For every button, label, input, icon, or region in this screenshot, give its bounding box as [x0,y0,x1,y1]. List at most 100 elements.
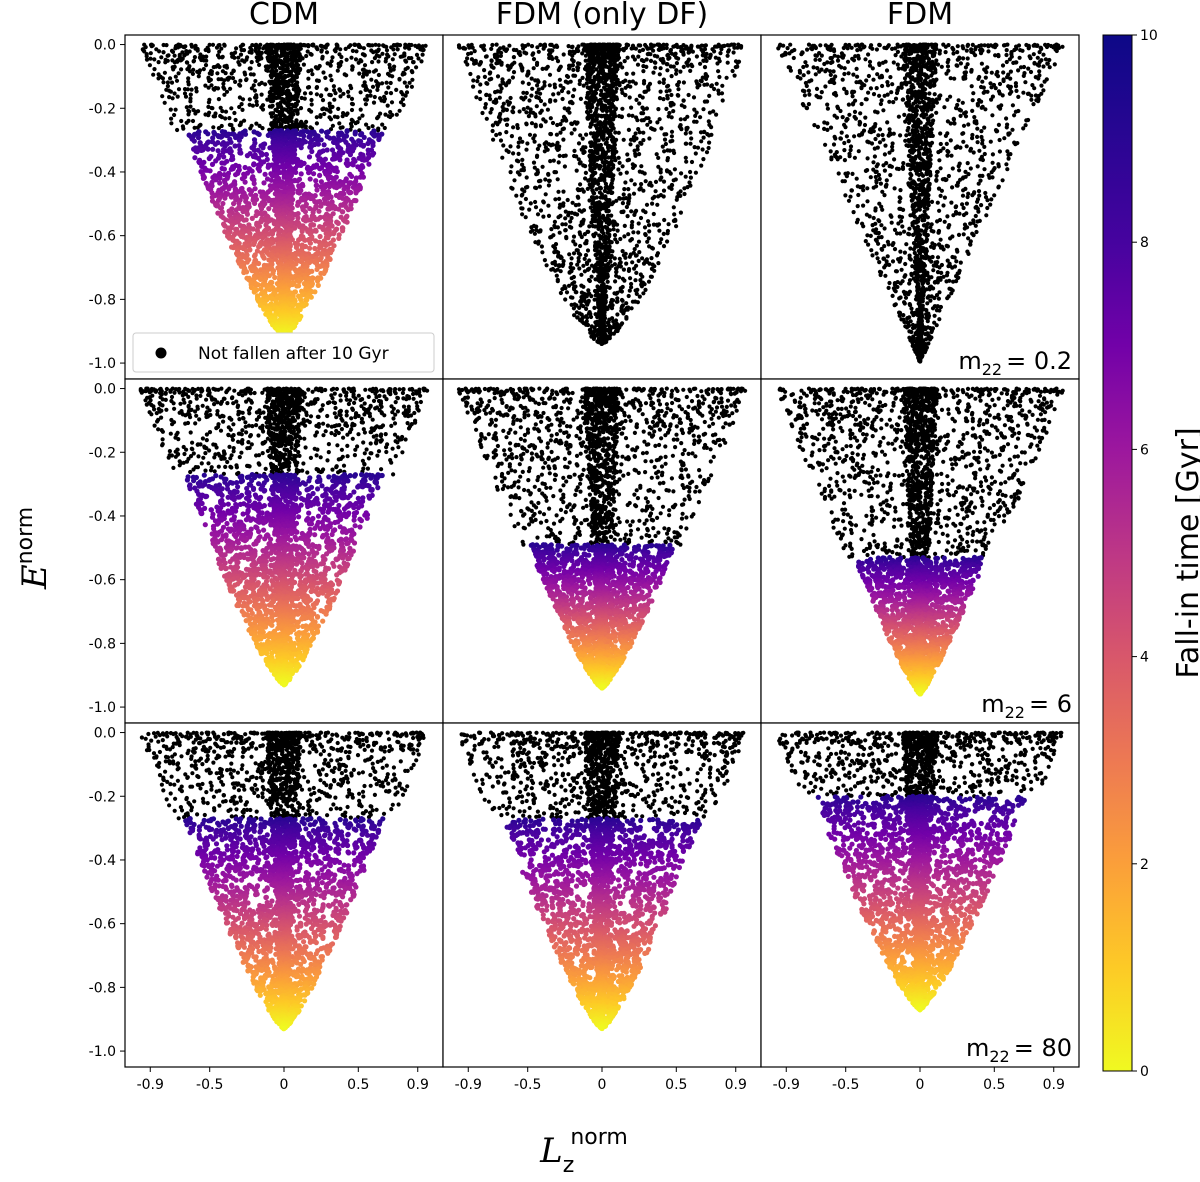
point-not-fallen [273,107,278,112]
point-not-fallen [232,110,237,116]
point-not-fallen [630,260,635,265]
point-not-fallen [639,118,644,123]
point-not-fallen [190,71,195,76]
point-not-fallen [661,188,667,193]
point-not-fallen [550,120,556,126]
point-not-fallen [323,75,328,80]
point-not-fallen [641,291,646,296]
point-fallen [299,228,305,234]
point-not-fallen [395,47,400,52]
point-fallen [341,186,347,192]
point-not-fallen [233,79,238,84]
point-not-fallen [688,169,693,175]
point-not-fallen [188,96,193,101]
point-not-fallen [269,75,274,80]
point-not-fallen [622,59,627,64]
point-not-fallen [350,65,355,70]
point-fallen [265,164,271,170]
point-fallen [205,146,211,152]
point-not-fallen [314,121,319,126]
point-not-fallen [303,124,308,129]
point-not-fallen [292,94,297,99]
point-not-fallen [222,43,227,48]
point-not-fallen [285,90,290,95]
point-not-fallen [342,72,347,77]
point-fallen [340,195,346,201]
point-fallen [226,186,232,192]
point-fallen [309,148,315,155]
point-not-fallen [243,72,248,77]
point-not-fallen [560,118,565,123]
point-not-fallen [402,53,407,58]
point-not-fallen [168,76,173,81]
point-not-fallen [219,46,224,51]
point-not-fallen [498,83,503,88]
point-not-fallen [620,284,625,290]
point-fallen [298,171,304,177]
point-not-fallen [383,112,388,117]
point-fallen [348,202,354,208]
point-not-fallen [222,92,227,97]
point-not-fallen [539,108,544,113]
point-not-fallen [296,63,301,68]
point-not-fallen [267,47,272,52]
point-not-fallen [388,91,394,96]
point-not-fallen [482,68,487,73]
point-not-fallen [597,249,602,254]
point-not-fallen [558,122,563,127]
point-fallen [295,178,301,184]
point-fallen [222,195,228,201]
point-not-fallen [338,63,343,68]
point-fallen [349,173,355,179]
point-not-fallen [674,224,679,229]
point-not-fallen [614,198,619,203]
point-not-fallen [338,47,343,52]
point-not-fallen [384,80,389,85]
point-fallen [217,175,223,181]
point-not-fallen [250,103,255,108]
point-not-fallen [514,158,520,163]
point-not-fallen [311,43,316,48]
point-not-fallen [569,261,574,266]
point-not-fallen [530,228,535,233]
point-not-fallen [472,49,477,54]
point-not-fallen [348,83,353,88]
point-not-fallen [165,58,170,63]
point-not-fallen [338,94,343,99]
point-not-fallen [488,97,493,102]
point-not-fallen [338,125,343,130]
point-not-fallen [224,63,229,68]
point-not-fallen [414,65,419,70]
point-not-fallen [269,86,274,91]
point-not-fallen [297,68,302,73]
point-not-fallen [557,230,562,235]
point-not-fallen [683,174,688,179]
point-not-fallen [555,177,560,182]
point-not-fallen [398,54,403,59]
scatter-points [140,42,428,341]
point-not-fallen [635,62,641,67]
point-not-fallen [641,81,647,86]
point-not-fallen [274,123,279,128]
point-fallen [195,135,202,141]
point-not-fallen [349,55,354,60]
point-fallen [238,150,244,156]
point-not-fallen [657,117,662,122]
point-not-fallen [169,121,174,126]
point-fallen [296,278,302,285]
point-fallen [365,151,371,157]
point-not-fallen [561,137,566,142]
point-fallen [313,228,319,234]
point-not-fallen [679,171,684,176]
point-not-fallen [554,55,559,61]
point-not-fallen [615,296,620,301]
point-fallen [260,235,266,241]
point-not-fallen [229,106,234,111]
point-not-fallen [571,67,576,72]
point-not-fallen [629,105,634,110]
point-not-fallen [555,122,560,128]
point-fallen [296,237,302,243]
point-not-fallen [620,201,626,206]
point-fallen [307,176,313,182]
point-fallen [209,161,216,167]
